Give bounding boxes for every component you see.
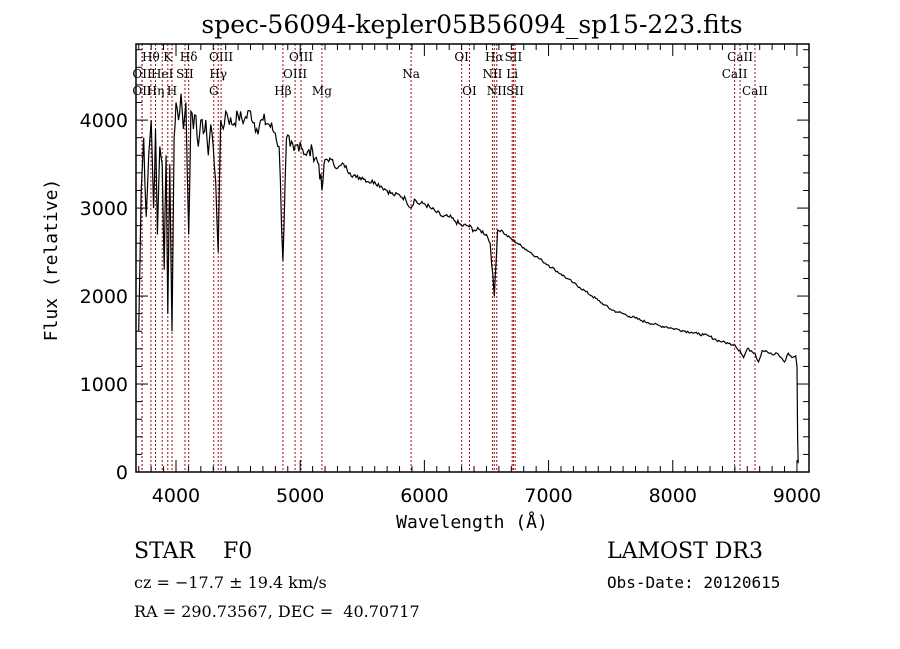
line-marker-label: NII [482,67,502,81]
x-tick-label: 9000 [773,485,821,507]
line-marker-label: OI [454,50,469,64]
line-marker-label: Hθ [142,50,160,64]
line-marker-label: G [209,84,219,98]
redshift-text: cz = −17.7 ± 19.4 km/s [134,573,327,592]
line-marker-label: Li [506,67,518,81]
y-tick-label: 2000 [80,286,128,308]
x-axis-label: Wavelength (Å) [396,511,548,533]
line-marker-label: SII [505,50,523,64]
object-class: STAR F0 [134,539,252,564]
line-marker-label: OI [462,84,477,98]
x-tick-label: 6000 [400,485,448,507]
y-tick-label: 0 [116,462,128,484]
coordinates-text: RA = 290.73567, DEC = 40.70717 [134,602,420,621]
y-tick-label: 4000 [80,110,128,132]
y-tick-label: 3000 [80,198,128,220]
line-marker-label: Mg [312,84,332,98]
line-marker-label: Hη [147,84,165,98]
line-marker-label: OIII [289,50,313,64]
line-marker-label: SII [176,67,194,81]
object-class-text: STAR [134,539,195,564]
x-tick-label: 5000 [276,485,324,507]
line-marker-label: Hα [485,50,504,64]
x-tick-label: 7000 [524,485,572,507]
subclass-text: F0 [222,539,253,564]
line-marker-label: NII [487,84,507,98]
x-tick-label: 8000 [649,485,697,507]
line-marker-label: CaII [742,84,768,98]
line-markers [141,44,756,472]
y-tick-label: 1000 [80,374,128,396]
plot-frame [135,43,810,473]
line-marker-labels: OII OII Hθ Hη HeI K H SII Hδ G Hγ OIII Hβ OIII OIII Mg N… [132,50,768,98]
line-marker-label: OII [132,67,152,81]
line-marker-label: Hγ [209,67,227,81]
line-marker-label: SII [506,84,524,98]
line-marker-label: CaII [727,50,753,64]
line-marker-label: OII [132,84,152,98]
spectrum-line [138,93,799,464]
line-marker-label: Hβ [274,84,291,98]
survey-name: LAMOST DR3 [607,539,763,564]
line-marker-label: K [163,50,173,64]
chart-title: spec-56094-kepler05B56094_sp15-223.fits [201,10,742,39]
y-axis-ticks: 0 1000 2000 3000 4000 [80,49,809,484]
line-marker-label: OIII [209,50,233,64]
line-marker-label: H [167,84,177,98]
line-marker-label: HeI [151,67,174,81]
x-tick-label: 4000 [152,485,200,507]
line-marker-label: CaII [722,67,748,81]
line-marker-label: Hδ [180,50,198,64]
line-marker-label: Na [402,67,420,81]
line-marker-label: OIII [283,67,307,81]
observation-date: Obs-Date: 20120615 [607,573,781,592]
y-axis-label: Flux (relative) [41,179,62,342]
x-axis-ticks: 4000 5000 6000 7000 8000 9000 [138,44,821,507]
